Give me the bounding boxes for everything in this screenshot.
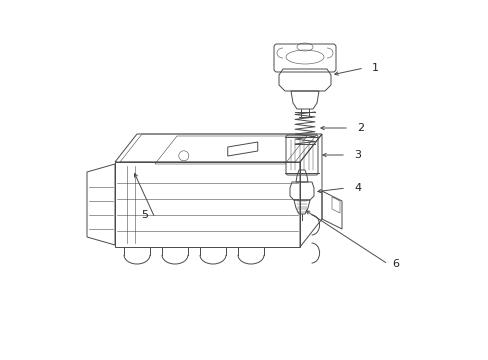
Text: 3: 3 [353,150,360,160]
Text: 5: 5 [141,210,148,220]
Text: 4: 4 [353,183,360,193]
Text: 1: 1 [371,63,378,73]
Text: 2: 2 [356,123,364,133]
Text: 6: 6 [391,259,398,269]
